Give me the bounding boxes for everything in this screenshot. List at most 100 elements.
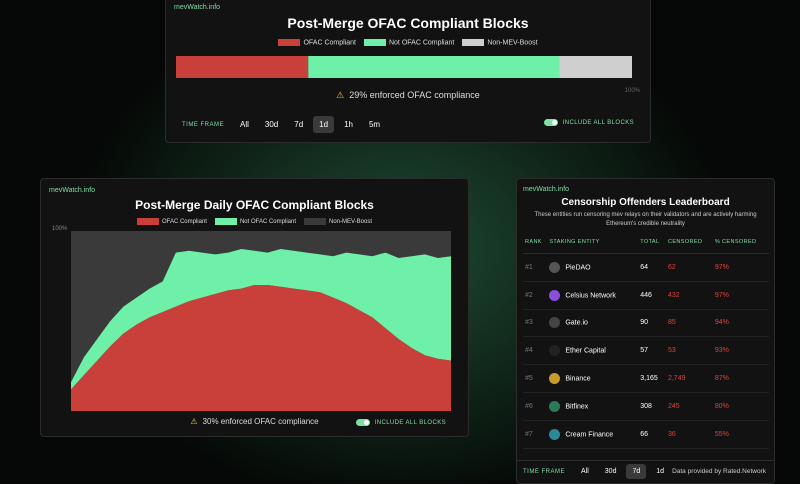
subtitle: These entities run censoring mev relays …: [534, 212, 757, 227]
table-cell: 64: [638, 253, 666, 282]
legend-label: Non-MEV-Boost: [487, 39, 538, 47]
table-cell: 87%: [712, 364, 769, 393]
cell-text: 57: [640, 347, 649, 355]
table-cell: 94%: [712, 309, 769, 338]
credit: Data provided by Rated.Network: [672, 468, 766, 475]
area-chart: [71, 231, 451, 411]
cell-text: #7: [525, 430, 533, 438]
table-cell: 3,165: [638, 364, 666, 393]
timeframe-option[interactable]: All: [240, 120, 249, 129]
panel-title: Censorship Offenders Leaderboard: [561, 197, 730, 208]
cell-text: 80%: [714, 402, 729, 410]
toggle[interactable]: INCLUDE ALL BLOCKS: [355, 419, 446, 426]
legend-swatch: [136, 218, 159, 225]
column-header[interactable]: CENSORED: [665, 239, 713, 254]
timeframe-label: TIME FRAME: [523, 468, 565, 475]
table-cell: #6: [523, 392, 548, 421]
legend-item: OFAC Compliant: [136, 218, 207, 226]
cell-text: 94%: [714, 319, 729, 327]
bar-chart: [176, 56, 632, 78]
table-cell: #7: [523, 420, 548, 449]
cell-text: Gate.io: [565, 319, 588, 327]
legend: OFAC Compliant Not OFAC Compliant Non-MEV-…: [41, 218, 468, 225]
cell-text: 53: [667, 347, 676, 355]
table-row: #7 Cream Finance 66 36 55%: [523, 420, 769, 449]
footer: TIME FRAME All 30d 7d 1d Data provided by Rat…: [517, 460, 774, 483]
legend-item: Non-MEV-Boost: [462, 39, 538, 47]
legend: OFAC Compliant Not OFAC Compliant Non-MEV-…: [166, 39, 650, 46]
bar-segment: [559, 56, 632, 78]
brand: mevWatch.info: [174, 4, 221, 11]
timeframe-option[interactable]: 1h: [344, 120, 353, 129]
table-body: #1 PieDAO 64 62 97% #2 Celsius Network 446 432 97…: [523, 253, 769, 449]
legend-item: OFAC Compliant: [278, 39, 356, 46]
timeframe-option[interactable]: 30d: [264, 120, 279, 129]
cell-text: Celsius Network: [565, 292, 616, 300]
note-text: 29% enforced OFAC compliance: [349, 90, 480, 100]
cell-text: #1: [525, 263, 533, 271]
table-row: #6 Bitfinex 308 245 80%: [523, 392, 769, 421]
cell-text: 85: [667, 319, 676, 327]
toggle-switch: [355, 419, 370, 426]
timeframe-option[interactable]: 30d: [604, 468, 617, 475]
brand: mevWatch.info: [49, 187, 96, 194]
timeframe-option[interactable]: 5m: [368, 120, 381, 129]
table-cell: 97%: [712, 281, 769, 310]
timeframe: TIME FRAME All 30d 7d 1d: [523, 464, 670, 479]
table-cell: 80%: [712, 392, 769, 421]
cell-text: 97%: [714, 291, 729, 299]
panel-title: Post-Merge Daily OFAC Compliant Blocks: [135, 198, 374, 212]
legend-swatch: [462, 39, 485, 46]
entity-icon: [549, 373, 561, 385]
table-cell: 308: [638, 392, 666, 421]
warning-icon: ⚠: [190, 417, 198, 426]
toggle-label: INCLUDE ALL BLOCKS: [374, 419, 446, 426]
column-header: TOTAL: [638, 239, 666, 254]
brand: mevWatch.info: [523, 186, 570, 193]
axis-label: 100%: [52, 226, 68, 232]
column-header[interactable]: % CENSORED: [712, 239, 769, 254]
table-cell: Binance: [547, 364, 639, 393]
panel-title: Post-Merge OFAC Compliant Blocks: [287, 15, 529, 31]
cell-text: 87%: [714, 375, 729, 383]
entity-icon: [549, 289, 561, 301]
table-row: #5 Binance 3,165 2,749 87%: [523, 364, 769, 393]
table-cell: 55%: [712, 420, 769, 449]
cell-text: #4: [525, 347, 533, 355]
table-cell: 97%: [712, 253, 769, 282]
bar-segment: [176, 56, 309, 78]
table-cell: #3: [523, 309, 548, 338]
table-cell: 57: [638, 336, 666, 366]
cell-text: 90: [640, 319, 649, 327]
timeframe-label: TIME FRAME: [182, 121, 224, 128]
table-cell: 85: [665, 309, 713, 338]
table-cell: 432: [665, 281, 713, 310]
timeframe-option[interactable]: 1d: [313, 116, 335, 133]
legend-swatch: [304, 218, 326, 225]
legend-swatch: [278, 39, 301, 46]
timeframe-option[interactable]: 7d: [294, 120, 304, 129]
legend-label: Non-MEV-Boost: [329, 219, 373, 226]
legend-label: OFAC Compliant: [303, 39, 356, 47]
entity-icon: [549, 345, 561, 357]
table-cell: 36: [665, 420, 713, 449]
legend-label: Not OFAC Compliant: [239, 219, 296, 226]
timeframe-option[interactable]: 7d: [626, 464, 647, 479]
bar-segment: [308, 56, 560, 78]
table-cell: 245: [665, 392, 713, 421]
legend-label: OFAC Compliant: [161, 219, 207, 226]
cell-text: #6: [525, 402, 533, 410]
table-cell: 93%: [712, 336, 769, 366]
cell-text: 432: [667, 291, 680, 299]
table-cell: #1: [523, 253, 548, 282]
toggle[interactable]: INCLUDE ALL BLOCKS: [543, 119, 634, 126]
cell-text: 97%: [714, 263, 729, 271]
timeframe-option[interactable]: All: [581, 468, 589, 475]
cell-text: 308: [640, 402, 652, 410]
cell-text: 3,165: [640, 375, 658, 383]
table-cell: 2,749: [665, 364, 713, 393]
cell-text: Ether Capital: [565, 347, 606, 355]
timeframe-option[interactable]: 1d: [656, 468, 665, 475]
table-row: #1 PieDAO 64 62 97%: [523, 253, 769, 282]
